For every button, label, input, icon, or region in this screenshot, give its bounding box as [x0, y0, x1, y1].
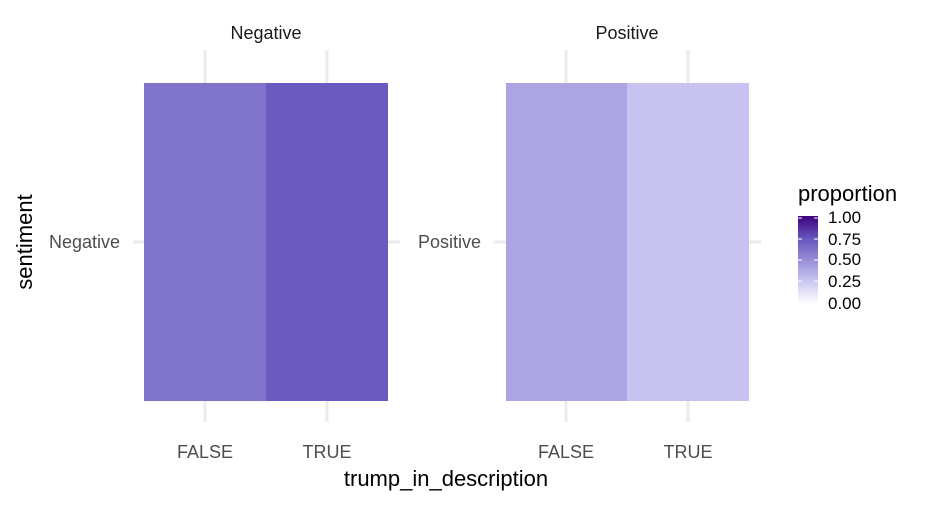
y-axis-title: sentiment: [12, 194, 37, 289]
legend-label: 0.00: [828, 294, 861, 313]
legend: proportion 1.00 0.75 0.50 0.25 0.00: [798, 181, 897, 313]
heatmap-cell: [506, 83, 627, 401]
x-tick-label: TRUE: [664, 442, 713, 462]
y-tick-label: Positive: [418, 232, 481, 252]
facet-strip-label: Positive: [595, 23, 658, 43]
facet-positive: Positive Positive FALSE TRUE: [418, 23, 761, 462]
legend-title: proportion: [798, 181, 897, 206]
legend-label: 0.50: [828, 250, 861, 269]
heatmap-cell: [266, 83, 388, 401]
x-tick-label: TRUE: [303, 442, 352, 462]
legend-label: 0.75: [828, 230, 861, 249]
heatmap-cell: [627, 83, 749, 401]
x-tick-label: FALSE: [538, 442, 594, 462]
y-tick-label: Negative: [49, 232, 120, 252]
legend-label: 0.25: [828, 272, 861, 291]
x-tick-label: FALSE: [177, 442, 233, 462]
legend-label: 1.00: [828, 208, 861, 227]
heatmap-cell: [144, 83, 266, 401]
x-axis-title: trump_in_description: [344, 466, 548, 491]
facet-negative: Negative Negative FALSE TRUE: [49, 23, 400, 462]
legend-colorbar: [798, 216, 818, 304]
facet-strip-label: Negative: [230, 23, 301, 43]
